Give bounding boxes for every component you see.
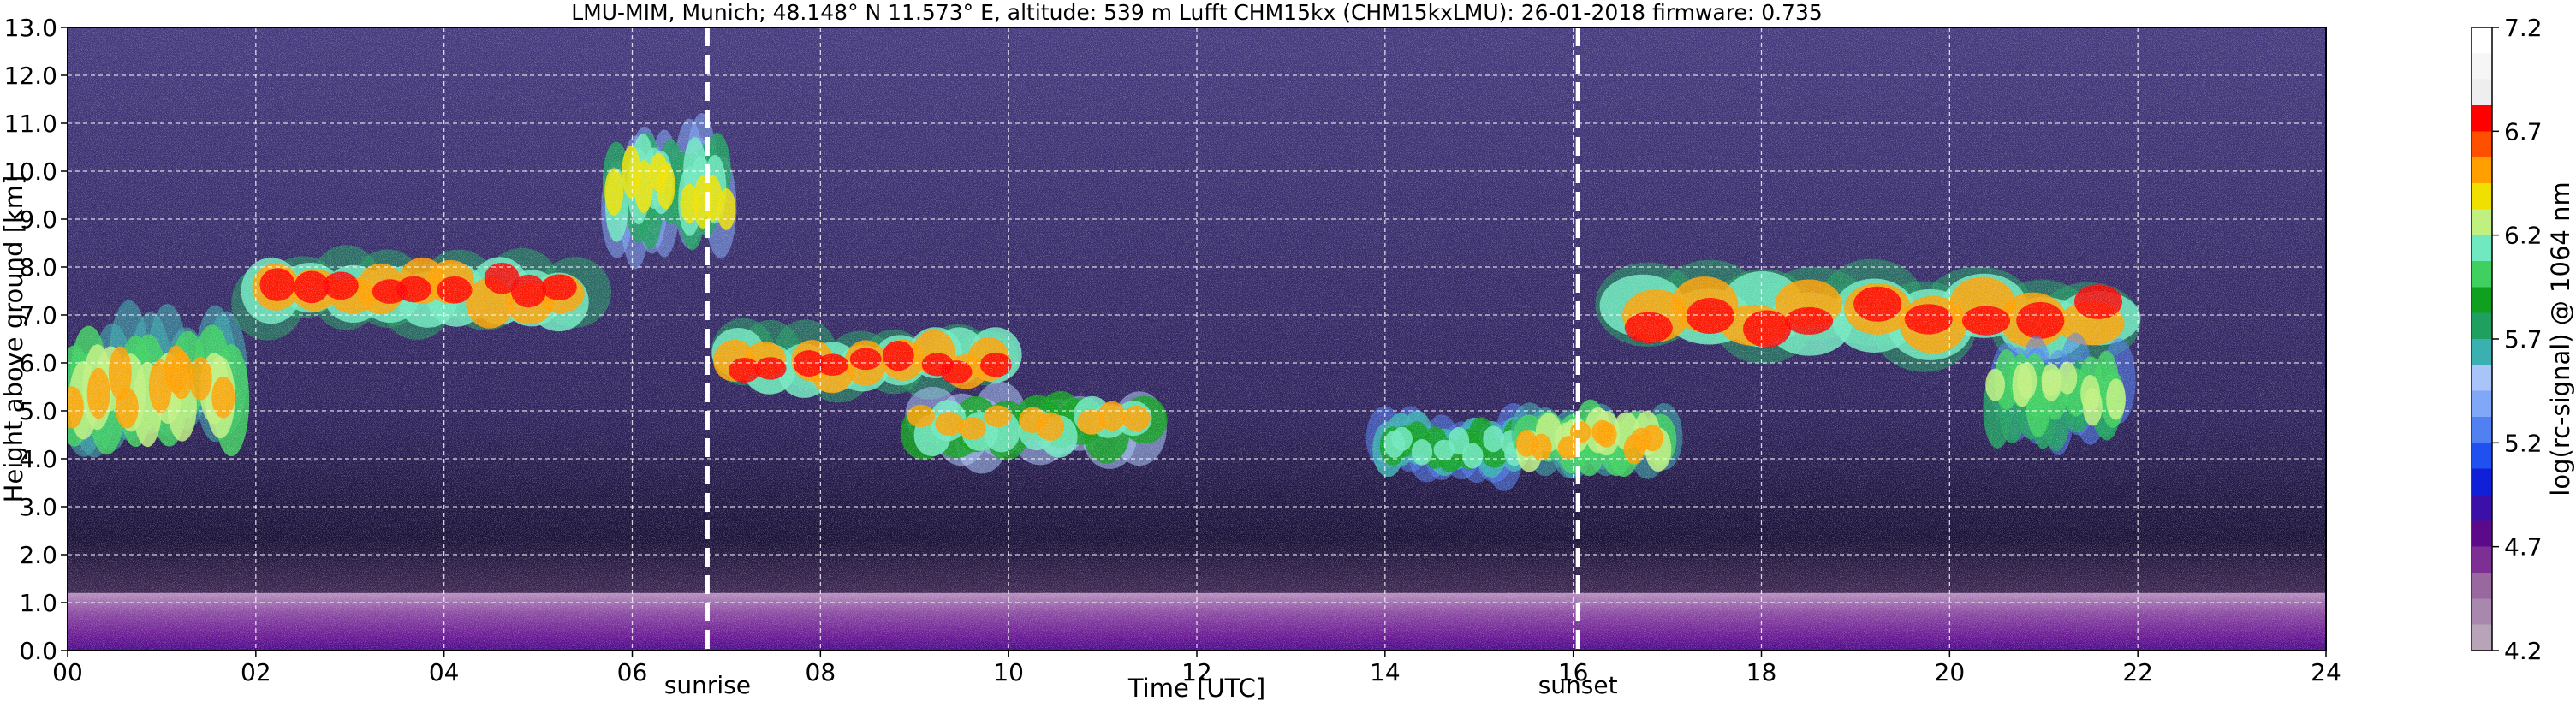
colorbar-tick-label: 6.7 bbox=[2504, 117, 2543, 146]
x-tick-label: 06 bbox=[617, 658, 648, 686]
chart-title: LMU-MIM, Munich; 48.148° N 11.573° E, al… bbox=[571, 0, 1823, 25]
colorbar-gradient bbox=[2471, 27, 2493, 651]
x-tick-label: 04 bbox=[429, 658, 460, 686]
colorbar-tick-label: 5.7 bbox=[2504, 325, 2543, 354]
x-tick-label: 22 bbox=[2122, 658, 2153, 686]
y-tick-label: 3.0 bbox=[19, 493, 57, 521]
annotation-label: sunset bbox=[1538, 671, 1618, 699]
colorbar-tick-label: 7.2 bbox=[2504, 14, 2543, 42]
y-tick-label: 7.0 bbox=[19, 301, 57, 330]
x-tick-label: 00 bbox=[52, 658, 83, 686]
colorbar-tick-label: 5.2 bbox=[2504, 429, 2543, 457]
x-tick-label: 12 bbox=[1181, 658, 1212, 686]
colorbar-label: log(rc-signal) @ 1064 nm bbox=[2546, 181, 2575, 496]
x-tick-label: 02 bbox=[241, 658, 271, 686]
x-axis: 00 02 04 06 08 10 12 14 16 18 20 22 24 bbox=[52, 651, 2341, 686]
colorbar-ticks: 4.2 4.7 5.2 5.7 6.2 6.7 7.2 bbox=[2492, 14, 2543, 665]
y-tick-label: 2.0 bbox=[19, 541, 57, 569]
x-axis-label: Time [UTC] bbox=[1127, 674, 1265, 703]
x-tick-label: 08 bbox=[806, 658, 836, 686]
colorbar-tick-label: 4.2 bbox=[2504, 637, 2543, 665]
y-tick-label: 6.0 bbox=[19, 349, 57, 377]
sun-event-lines bbox=[705, 27, 1580, 651]
y-axis: 0.0 1.0 2.0 3.0 4.0 5.0 6.0 7.0 8.0 9.0 10.0 11.0 12… bbox=[4, 14, 68, 665]
x-tick-label: 10 bbox=[993, 658, 1024, 686]
y-tick-label: 8.0 bbox=[19, 253, 57, 282]
x-tick-label: 18 bbox=[1746, 658, 1777, 686]
y-tick-label: 0.0 bbox=[19, 637, 57, 665]
grid-lines bbox=[68, 27, 2326, 651]
colorbar: 4.2 4.7 5.2 5.7 6.2 6.7 7.2 log(rc-signal) @ 1… bbox=[2471, 14, 2575, 665]
colorbar-tick-label: 4.7 bbox=[2504, 533, 2543, 561]
y-tick-label: 5.0 bbox=[19, 397, 57, 425]
y-axis-label: Height above ground [km] bbox=[0, 175, 28, 503]
x-tick-label: 16 bbox=[1558, 658, 1589, 686]
x-tick-label: 20 bbox=[1935, 658, 1966, 686]
annotation-label: sunrise bbox=[664, 671, 751, 699]
annotations: sunrise sunset bbox=[664, 671, 1618, 699]
x-tick-label: 24 bbox=[2311, 658, 2341, 686]
y-tick-label: 9.0 bbox=[19, 205, 57, 234]
colorbar-tick-label: 6.2 bbox=[2504, 222, 2543, 250]
x-tick-label: 14 bbox=[1370, 658, 1401, 686]
y-tick-label: 13.0 bbox=[4, 14, 57, 42]
y-tick-label: 12.0 bbox=[4, 62, 57, 90]
y-tick-label: 11.0 bbox=[4, 110, 57, 138]
y-tick-label: 1.0 bbox=[19, 589, 57, 617]
y-tick-label: 10.0 bbox=[4, 157, 57, 186]
y-tick-label: 4.0 bbox=[19, 445, 57, 473]
